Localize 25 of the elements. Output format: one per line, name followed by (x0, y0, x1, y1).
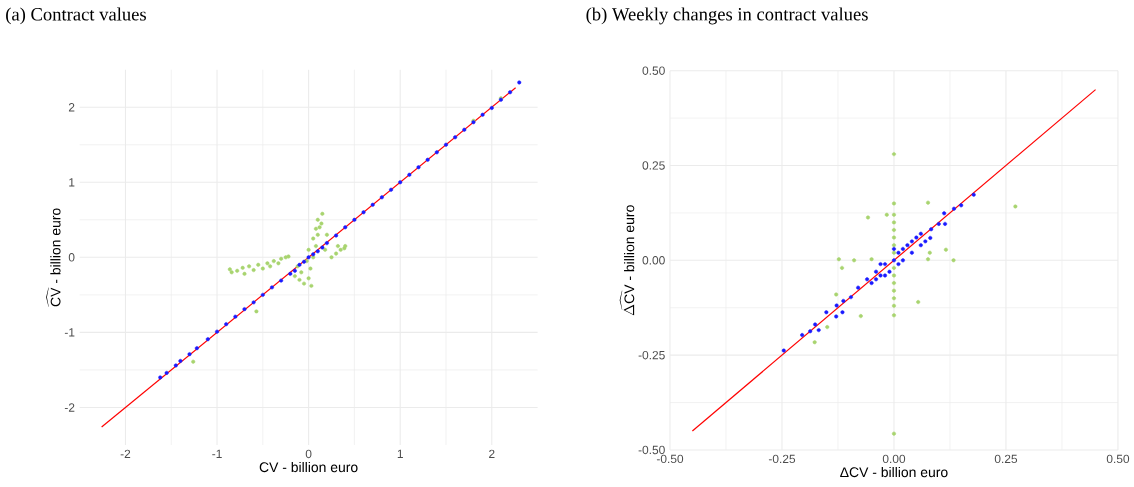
x-tick-label: 0.25 (994, 454, 1018, 464)
x-tick-label: -0.25 (768, 454, 796, 464)
y-tick-label: 0 (68, 253, 75, 262)
y-tick-label: 2 (68, 103, 75, 112)
chart-title: (b) Weekly changes in contract values (586, 7, 868, 25)
chart-title: (a) Contract values (6, 7, 146, 25)
y-tick-label: -2 (64, 403, 75, 412)
x-tick-label: 1 (397, 449, 403, 458)
y-axis-title: $\widehat{\Delta\mathrm{CV}}\mbox{ - billion euro}$ (619, 205, 635, 316)
x-tick-label: 0.00 (882, 454, 906, 464)
y-tick-label: -0.25 (638, 351, 665, 360)
y-tick-label: 1 (69, 178, 75, 187)
y-axis-title: $\widehat{\mathrm{CV}}\mbox{ - billion euro}$ (46, 208, 61, 307)
x-axis-title: ΔCV - billion euro (840, 467, 948, 478)
y-tick-label: 0.25 (642, 161, 665, 170)
x-tick-label: 2 (489, 449, 495, 459)
y-tick-label: -1 (64, 328, 75, 337)
x-axis-title: CV - billion euro (259, 462, 358, 473)
y-tick-label: 0.50 (642, 66, 665, 75)
x-tick-label: 0 (305, 449, 312, 459)
x-tick-label: -0.50 (656, 454, 684, 464)
x-tick-label: 0.50 (1106, 454, 1130, 464)
x-tick-label: -1 (212, 449, 222, 458)
x-tick-label: -2 (120, 449, 131, 459)
y-tick-label: 0.00 (642, 256, 665, 265)
